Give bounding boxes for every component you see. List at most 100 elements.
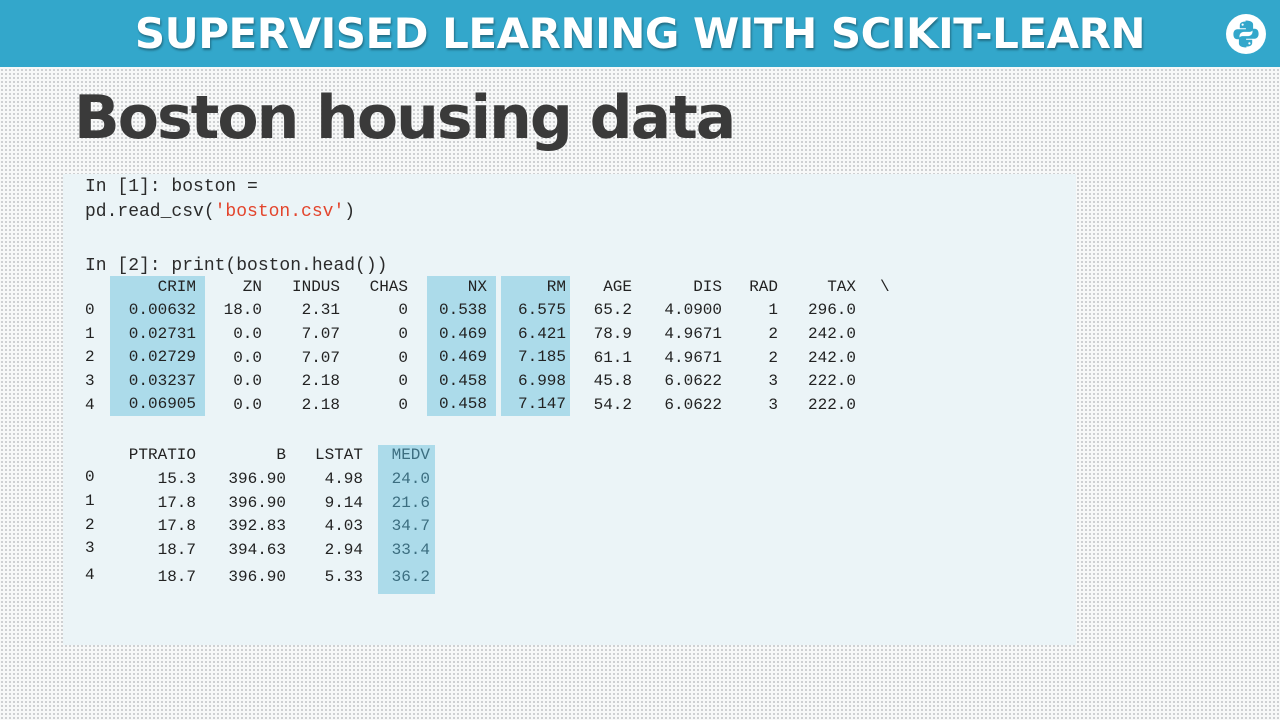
table-cell: 9.14 (324, 494, 363, 512)
table-cell: 296.0 (807, 301, 856, 319)
table-cell: 33.4 (391, 541, 430, 559)
row-index: 1 (85, 492, 95, 510)
table-cell: 6.421 (517, 325, 566, 343)
table-cell: 2 (768, 325, 778, 343)
table-cell: 0.02729 (128, 348, 196, 366)
table-cell: 65.2 (593, 301, 632, 319)
table-cell: 7.147 (517, 395, 566, 413)
table-cell: 3 (768, 396, 778, 414)
table-cell: 17.8 (157, 517, 196, 535)
row-index: 4 (85, 566, 95, 584)
table-cell: 2.31 (301, 301, 340, 319)
table-cell: 0.00632 (128, 301, 196, 319)
table-cell: 4.98 (324, 470, 363, 488)
column-header: DIS (693, 278, 722, 296)
table-cell: 2.94 (324, 541, 363, 559)
table-cell: 0 (398, 372, 408, 390)
table-cell: 2.18 (301, 396, 340, 414)
code-text: pd.read_csv( (85, 202, 215, 222)
table-cell: 396.90 (228, 568, 286, 586)
table-cell: 2 (768, 349, 778, 367)
table-cell: 4.9671 (664, 325, 722, 343)
table-cell: 18.7 (157, 568, 196, 586)
table-cell: 6.575 (517, 301, 566, 319)
column-header: CRIM (157, 278, 196, 296)
table-cell: 0.02731 (128, 325, 196, 343)
highlight-medv-column (378, 445, 435, 594)
column-header: B (276, 446, 286, 464)
table-cell: 0.538 (438, 301, 487, 319)
column-header: CHAS (369, 278, 408, 296)
table-cell: 396.90 (228, 470, 286, 488)
table-cell: 15.3 (157, 470, 196, 488)
highlight-nx-column (427, 276, 496, 416)
table-cell: 17.8 (157, 494, 196, 512)
table-cell: 4.9671 (664, 349, 722, 367)
row-index: 3 (85, 372, 95, 390)
line-continuation: \ (880, 278, 890, 296)
table-cell: 242.0 (807, 325, 856, 343)
column-header: RAD (749, 278, 778, 296)
table-cell: 0 (398, 325, 408, 343)
table-cell: 394.63 (228, 541, 286, 559)
table-cell: 4.0900 (664, 301, 722, 319)
table-cell: 0.469 (438, 348, 487, 366)
table-cell: 222.0 (807, 396, 856, 414)
row-index: 2 (85, 348, 95, 366)
table-cell: 78.9 (593, 325, 632, 343)
row-index: 3 (85, 539, 95, 557)
column-header: MEDV (391, 446, 430, 464)
table-cell: 242.0 (807, 349, 856, 367)
table-cell: 3 (768, 372, 778, 390)
code-input-2: In [2]: print(boston.head()) (85, 256, 388, 276)
table-cell: 0.458 (438, 395, 487, 413)
table-cell: 6.0622 (664, 396, 722, 414)
column-header: NX (467, 278, 487, 296)
table-cell: 24.0 (391, 470, 430, 488)
table-cell: 2.18 (301, 372, 340, 390)
column-header: TAX (827, 278, 856, 296)
string-literal: 'boston.csv' (214, 202, 345, 222)
column-header: AGE (603, 278, 632, 296)
table-cell: 36.2 (391, 568, 430, 586)
table-cell: 7.185 (517, 348, 566, 366)
column-header: ZN (242, 278, 262, 296)
table-cell: 0.458 (438, 372, 487, 390)
table-cell: 0.469 (438, 325, 487, 343)
table-cell: 21.6 (391, 494, 430, 512)
table-cell: 0 (398, 349, 408, 367)
slide-title: Boston housing data (74, 83, 736, 153)
column-header: LSTAT (314, 446, 363, 464)
table-cell: 0.06905 (128, 395, 196, 413)
table-cell: 45.8 (593, 372, 632, 390)
highlight-crim-column (110, 276, 205, 416)
table-cell: 0.0 (233, 349, 262, 367)
row-index: 0 (85, 301, 95, 319)
table-cell: 0.0 (233, 325, 262, 343)
table-cell: 0.03237 (128, 372, 196, 390)
table-cell: 222.0 (807, 372, 856, 390)
table-cell: 61.1 (593, 349, 632, 367)
row-index: 0 (85, 468, 95, 486)
table-cell: 6.0622 (664, 372, 722, 390)
row-index: 1 (85, 325, 95, 343)
banner-title: SUPERVISED LEARNING WITH SCIKIT-LEARN (134, 9, 1146, 58)
header-banner (0, 0, 1280, 67)
code-text: ) (344, 202, 356, 222)
python-logo-icon (1226, 14, 1266, 54)
table-cell: 0 (398, 301, 408, 319)
table-cell: 0.0 (233, 396, 262, 414)
table-cell: 6.998 (517, 372, 566, 390)
row-index: 4 (85, 396, 95, 414)
table-cell: 7.07 (301, 349, 340, 367)
highlight-rm-column (501, 276, 570, 416)
column-header: PTRATIO (128, 446, 196, 464)
table-cell: 4.03 (324, 517, 363, 535)
table-cell: 18.7 (157, 541, 196, 559)
column-header: INDUS (291, 278, 340, 296)
table-cell: 1 (768, 301, 778, 319)
table-cell: 396.90 (228, 494, 286, 512)
table-cell: 7.07 (301, 325, 340, 343)
table-cell: 0.0 (233, 372, 262, 390)
table-cell: 392.83 (228, 517, 286, 535)
